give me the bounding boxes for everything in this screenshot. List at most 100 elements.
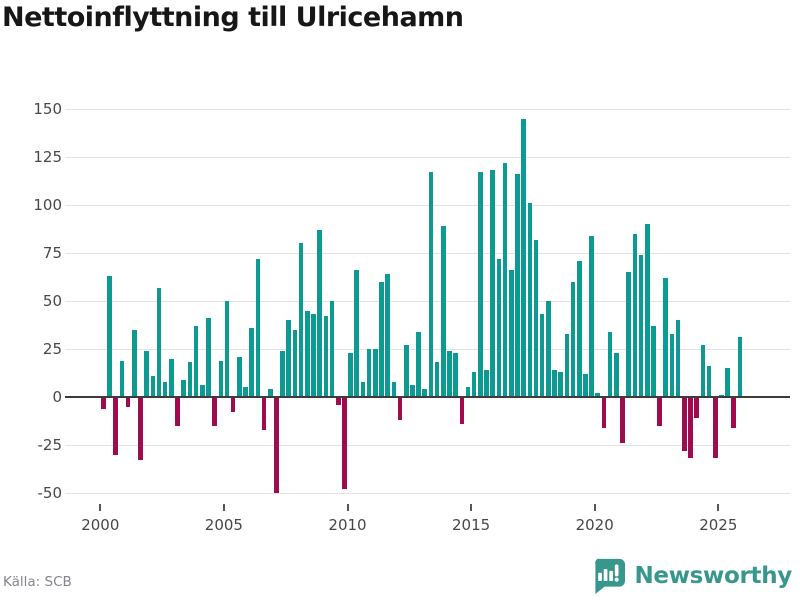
bar-2017-q3 (533, 239, 539, 397)
bar-2020-q4 (614, 352, 619, 397)
bar-2023-q2 (675, 320, 681, 397)
x-axis-tick-label: 2015 (452, 516, 491, 534)
grid-line (65, 204, 790, 206)
bar-2003-q3 (187, 362, 193, 397)
bar-2016-q4 (515, 174, 520, 397)
y-axis-tick-label: -50 (37, 484, 63, 502)
bar-2010-q4 (366, 349, 372, 397)
bar-2017-q1 (521, 118, 526, 397)
bar-2023-q4 (688, 397, 693, 459)
bar-2004-q3 (212, 397, 217, 426)
bar-2024-q2 (700, 345, 706, 397)
bar-2010-q2 (354, 270, 360, 397)
y-axis-tick-label: 125 (33, 148, 62, 166)
bar-2019-q3 (583, 373, 588, 397)
bar-2011-q4 (391, 381, 397, 397)
bar-2015-q3 (484, 370, 489, 397)
bar-2003-q1 (175, 397, 180, 426)
bar-2016-q2 (502, 162, 508, 397)
bar-2014-q1 (447, 350, 452, 397)
bar-2021-q2 (626, 272, 631, 397)
x-axis-tick-label: 2025 (699, 516, 738, 534)
bar-2022-q4 (663, 277, 669, 397)
x-axis-tick-mark (346, 504, 349, 511)
x-axis-tick-mark (222, 504, 225, 511)
bar-2001-q4 (144, 350, 149, 397)
bar-2000-q4 (119, 360, 125, 397)
bar-2021-q4 (638, 254, 644, 397)
bar-2025-q2 (725, 368, 730, 397)
x-axis-tick-mark (470, 504, 473, 511)
bar-2018-q3 (558, 372, 563, 397)
grid-line (65, 444, 790, 446)
bar-2016-q1 (496, 258, 502, 397)
x-axis-tick-label: 2005 (204, 516, 243, 534)
bar-2000-q2 (107, 276, 112, 397)
bar-2020-q1 (595, 393, 601, 397)
bar-2022-q2 (651, 325, 656, 397)
bar-2024-q3 (706, 366, 712, 397)
bar-2001-q1 (125, 397, 131, 407)
bar-2001-q2 (131, 329, 137, 397)
grid-line (65, 108, 790, 110)
bar-2012-q1 (397, 397, 403, 421)
bar-2005-q3 (237, 356, 242, 397)
bar-2017-q4 (539, 314, 545, 397)
x-axis-tick-mark (99, 504, 102, 511)
grid-line (65, 348, 790, 350)
bar-2006-q4 (267, 389, 273, 397)
bar-2006-q2 (255, 258, 261, 397)
bar-2006-q1 (249, 327, 254, 397)
bar-2014-q2 (453, 352, 458, 397)
bar-2014-q3 (459, 397, 465, 424)
bar-2008-q2 (305, 310, 310, 397)
bar-2009-q4 (342, 397, 347, 490)
bar-2000-q1 (101, 397, 106, 409)
bar-2003-q2 (181, 379, 187, 397)
bar-2012-q3 (410, 385, 415, 397)
bar-2004-q1 (199, 385, 205, 397)
bar-chart-bubble-icon (588, 557, 626, 594)
bar-2004-q4 (218, 360, 224, 397)
y-axis-tick-label: 100 (33, 196, 62, 214)
bar-2021-q3 (632, 233, 638, 397)
bar-2019-q4 (589, 235, 594, 397)
bar-2007-q1 (274, 397, 279, 493)
bar-2005-q2 (230, 397, 236, 413)
bar-2015-q2 (478, 172, 483, 397)
bar-2008-q1 (298, 243, 304, 397)
bar-2011-q2 (379, 281, 384, 397)
bar-2023-q1 (669, 333, 675, 397)
grid-line (65, 252, 790, 254)
x-axis-tick-label: 2020 (575, 516, 614, 534)
newsworthy-logo[interactable]: Newsworthy (588, 557, 792, 594)
bar-2019-q2 (576, 260, 582, 397)
bar-2024-q4 (712, 397, 718, 459)
bar-2001-q3 (138, 397, 143, 461)
grid-line (65, 156, 790, 158)
bar-2008-q4 (317, 229, 322, 397)
x-axis-tick-mark (717, 504, 720, 511)
bar-2013-q3 (434, 362, 440, 397)
y-axis-tick-label: 150 (33, 100, 62, 118)
bar-2020-q3 (607, 331, 613, 397)
brand-name: Newsworthy (634, 562, 792, 589)
bar-2019-q1 (570, 281, 576, 397)
y-axis-tick-label: 50 (42, 292, 62, 310)
bar-2012-q4 (416, 331, 421, 397)
bar-2011-q3 (385, 274, 390, 397)
bar-2016-q3 (508, 270, 514, 397)
bar-2015-q1 (471, 372, 477, 397)
chart-title: Nettoinflyttning till Ulricehamn (2, 2, 464, 33)
bar-2022-q1 (644, 224, 650, 397)
y-axis-tick-label: 75 (42, 244, 62, 262)
bar-2015-q4 (490, 170, 496, 397)
x-axis-line (65, 396, 790, 398)
bar-2009-q1 (323, 316, 329, 397)
bar-2005-q1 (224, 301, 230, 397)
bar-2003-q4 (193, 325, 199, 397)
bar-2017-q2 (527, 203, 533, 397)
bar-2025-q4 (737, 337, 743, 397)
y-axis-tick-label: 0 (52, 388, 62, 406)
